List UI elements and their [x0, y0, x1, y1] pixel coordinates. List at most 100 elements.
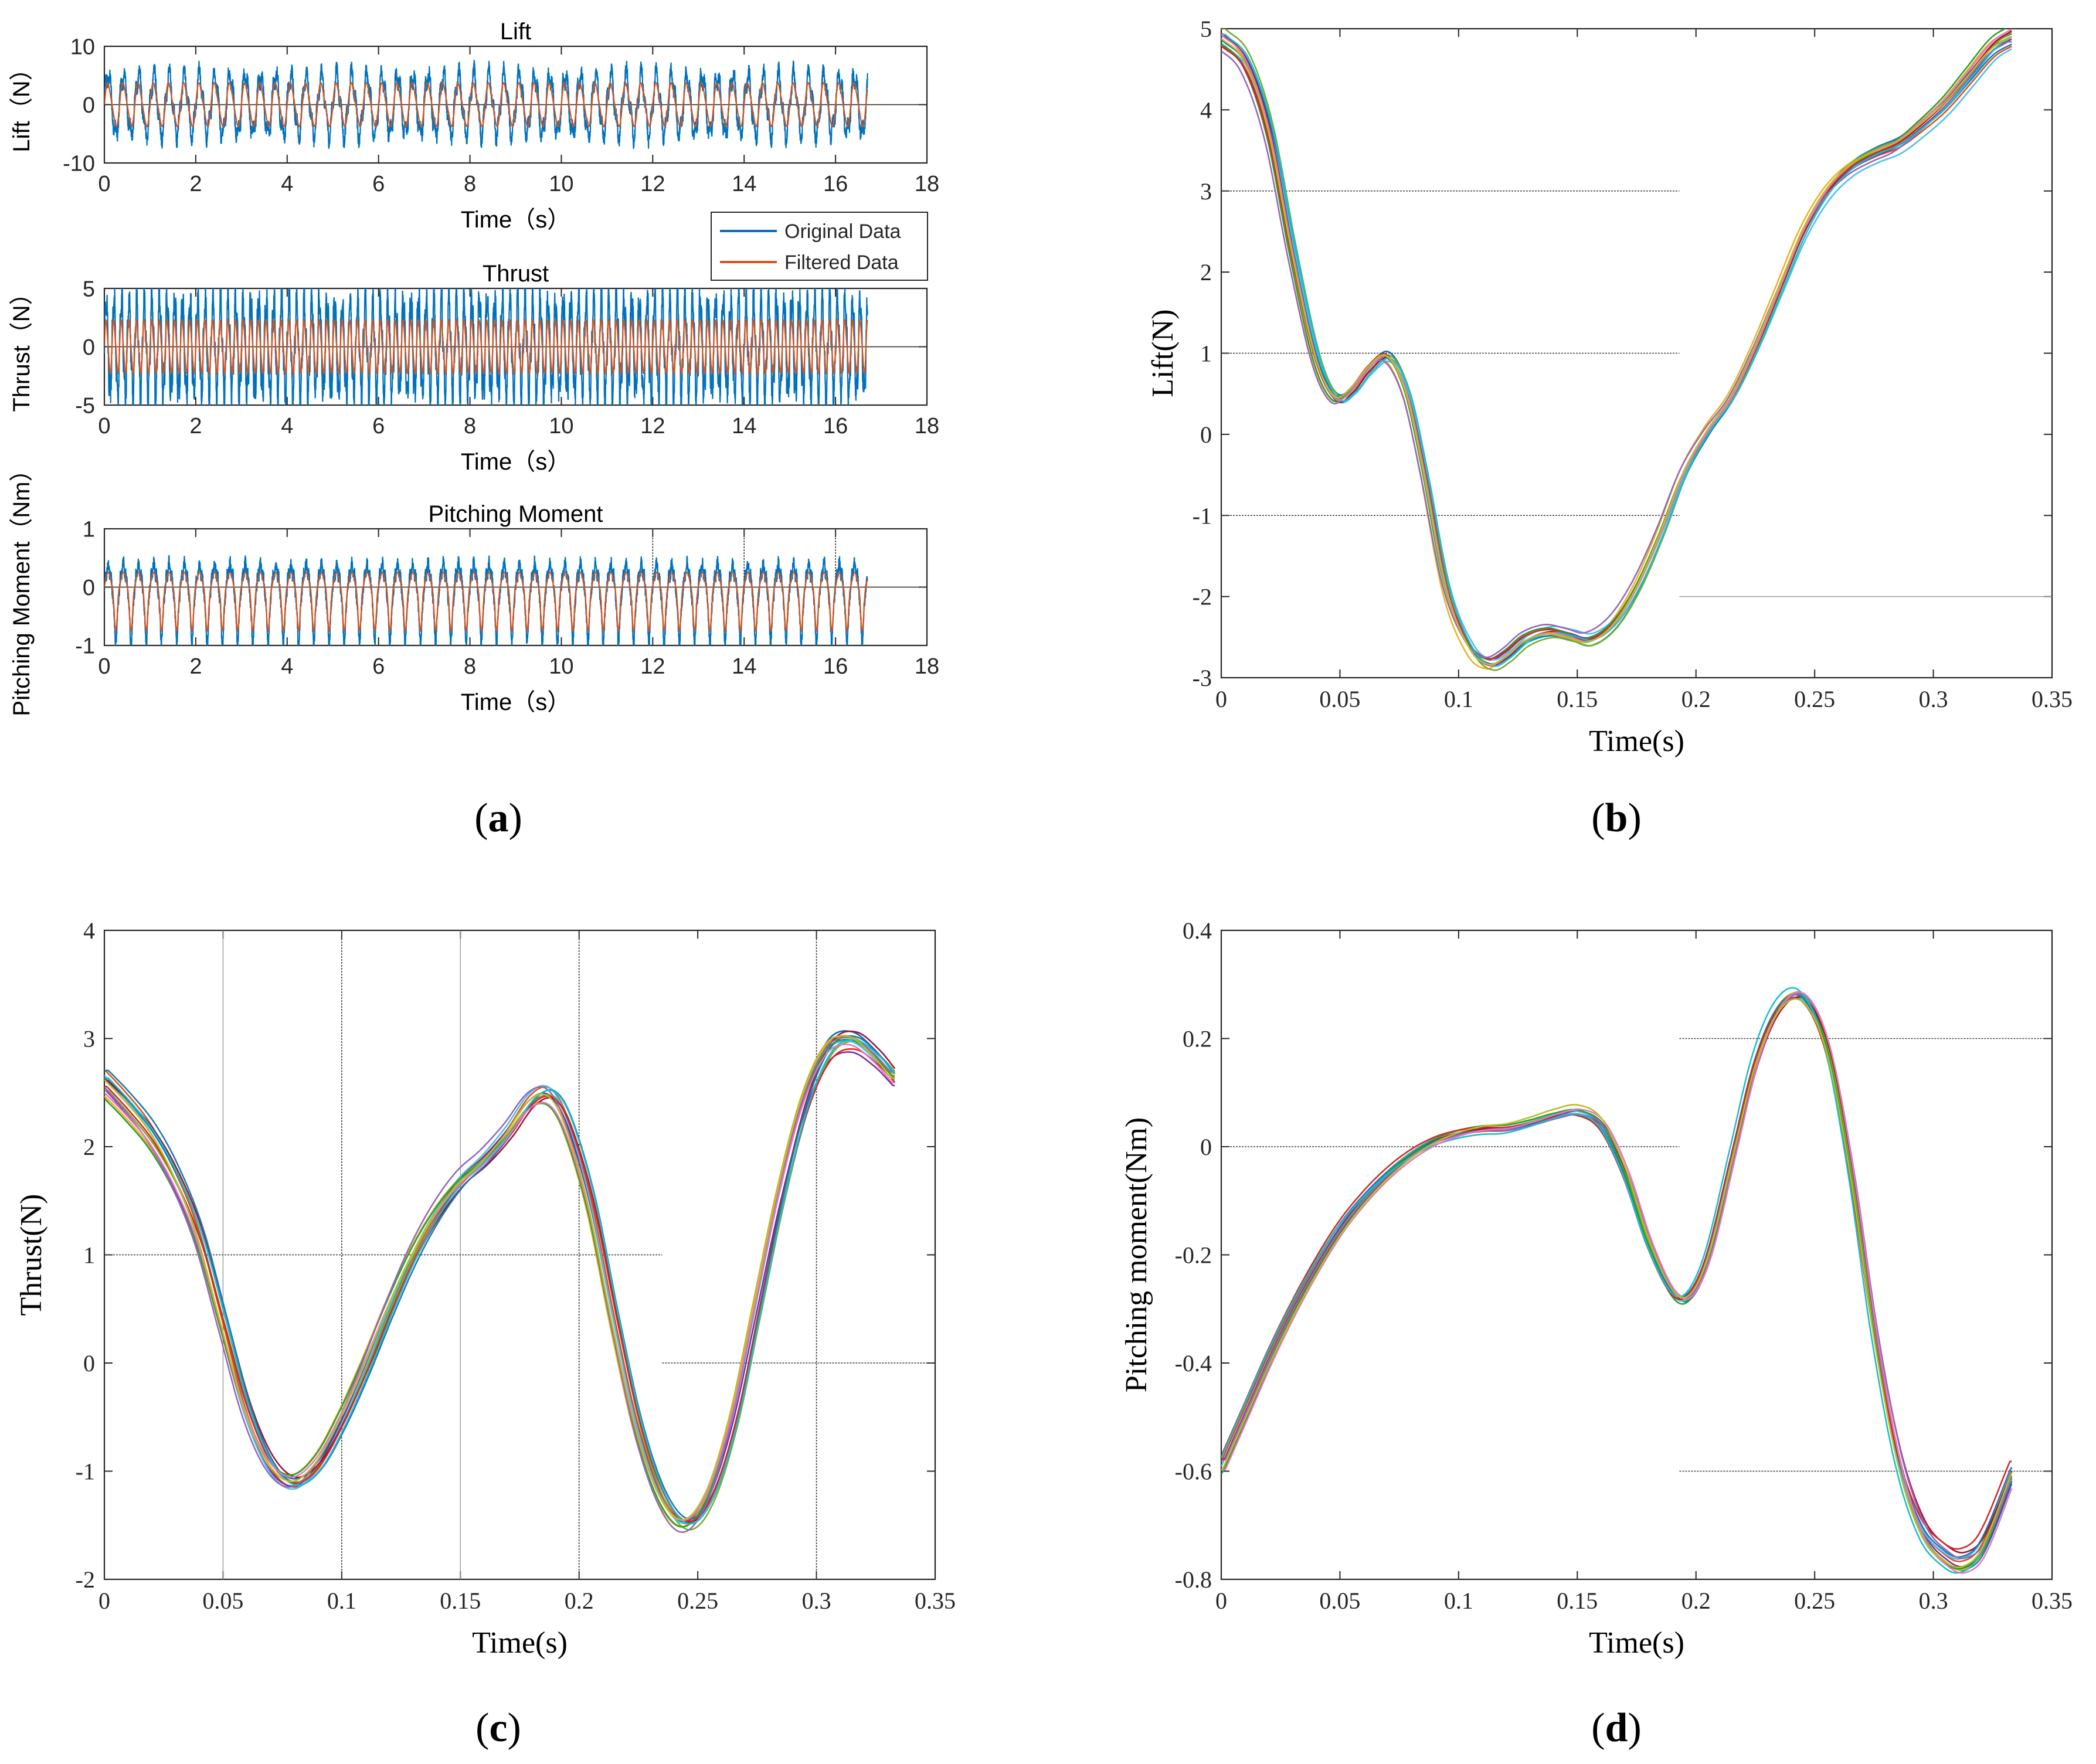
x-tick-label: 16 [823, 172, 848, 196]
x-tick-label: 8 [464, 654, 476, 679]
x-tick-label: 0.3 [1919, 686, 1948, 712]
subplot-title: Pitching Moment [429, 501, 603, 527]
panel-tag-b-open: ( [1591, 796, 1605, 841]
x-tick-label: 2 [189, 654, 202, 679]
x-tick-label: 0.25 [1794, 686, 1835, 712]
y-axis-label: Pitching moment(Nm) [1120, 1117, 1153, 1392]
x-tick-label: 0.05 [1319, 686, 1360, 712]
cycle-series [1221, 992, 2013, 1562]
x-tick-label: 0.15 [440, 1588, 481, 1614]
y-tick-label: 5 [83, 277, 95, 301]
x-tick-label: 6 [372, 414, 385, 439]
x-tick-label: 0 [1215, 686, 1227, 712]
y-tick-label: 2 [1200, 259, 1212, 285]
cycle-series [1221, 39, 2012, 665]
series-filtered [104, 318, 868, 375]
panel-tag-d: (d) [1591, 1705, 1642, 1751]
panel-tag-a: (a) [474, 796, 522, 841]
y-tick-label: -2 [76, 1566, 95, 1593]
cycle-series [1221, 33, 2012, 666]
axis-box [1220, 929, 2053, 1581]
cycle-series [1221, 29, 2007, 660]
x-axis-label: Time(s) [1589, 1626, 1684, 1660]
panel-tag-d-close: ) [1628, 1705, 1641, 1751]
y-axis-label: Thrust(N) [15, 1194, 48, 1316]
y-tick-label: -1 [1193, 502, 1212, 529]
cycle-series [1221, 30, 2012, 667]
cycle-series [1221, 996, 2013, 1560]
x-tick-label: 14 [732, 414, 756, 439]
x-tick-label: 0 [98, 1588, 110, 1614]
x-tick-label: 0.1 [327, 1588, 356, 1614]
panel-tag-b-close: ) [1628, 796, 1641, 841]
y-tick-label: -1 [75, 634, 95, 658]
x-axis-label: Time(s) [472, 1626, 568, 1660]
panel-tag-d-open: ( [1591, 1705, 1605, 1751]
series-filtered [104, 82, 868, 128]
x-tick-label: 12 [640, 414, 665, 439]
x-tick-label: 0.25 [677, 1588, 718, 1614]
y-tick-label: -0.4 [1175, 1350, 1212, 1376]
y-tick-label: 1 [83, 517, 95, 542]
x-tick-label: 0.35 [915, 1588, 956, 1614]
cycle-series [1221, 991, 2013, 1571]
panel-tag-c-close: ) [508, 1705, 521, 1751]
subplot-pitching-moment-cycles: 0 0.05 0.1 0.15 0.2 0.25 0.3 0.35 -0.8 -0.6 -0.4 -0… [1120, 917, 2073, 1660]
y-tick-label: 0 [1200, 1134, 1212, 1160]
cycle-series [1221, 39, 2012, 665]
x-tick-label: 0.2 [1681, 1588, 1711, 1614]
series-original [104, 59, 868, 149]
y-tick-label: 10 [70, 35, 95, 59]
y-tick-label: -0.2 [1175, 1242, 1212, 1269]
x-tick-label: 14 [732, 172, 756, 196]
x-tick-label: 18 [915, 414, 939, 439]
y-tick-label: 1 [1200, 341, 1212, 367]
x-tick-label: 2 [189, 414, 202, 439]
cycle-series [1221, 33, 2012, 667]
subplot-thrust-raw: 0 2 4 6 8 10 12 14 16 18-505ThrustTime（s）Thrust（N… [9, 261, 939, 475]
cycle-series [1221, 993, 2013, 1559]
y-tick-label: 3 [83, 1026, 95, 1052]
subplot-thrust-cycles: 0 0.05 0.1 0.15 0.2 0.25 0.3 0.35 -2 -1 0 1 2 3 4 Time(… [15, 917, 956, 1660]
x-tick-label: 0.3 [1919, 1588, 1948, 1614]
y-tick-label: 0.2 [1183, 1026, 1212, 1052]
x-tick-label: 10 [549, 654, 573, 679]
x-tick-label: 0.1 [1444, 1588, 1473, 1614]
x-tick-label: 8 [464, 414, 476, 439]
x-tick-label: 12 [640, 172, 665, 196]
panel-tag-c-letter: c [489, 1705, 507, 1751]
x-tick-label: 14 [732, 654, 756, 679]
x-tick-label: 12 [640, 654, 665, 679]
subplot-title: Lift [500, 19, 531, 45]
cycle-series [1221, 994, 2013, 1558]
cycle-series [1221, 36, 2012, 660]
x-axis-label: Time(s) [1589, 725, 1684, 758]
x-tick-label: 0.25 [1794, 1588, 1835, 1614]
x-tick-label: 0 [1215, 1588, 1227, 1614]
y-tick-label: -3 [1193, 665, 1212, 691]
x-tick-label: 6 [372, 172, 385, 196]
subplot-title: Thrust [483, 261, 549, 287]
x-tick-label: 18 [915, 172, 939, 196]
cycle-series [1221, 41, 2012, 658]
cycle-series [1221, 992, 2013, 1568]
cycle-series [1221, 998, 2013, 1568]
x-tick-label: 16 [823, 654, 848, 679]
x-tick-label: 0.05 [1319, 1588, 1360, 1614]
y-tick-label: 0.4 [1183, 917, 1212, 944]
cycle-series [1221, 993, 2013, 1570]
y-tick-label: 0 [83, 93, 95, 118]
cycle-series [1221, 991, 2013, 1571]
y-tick-label: 2 [83, 1134, 95, 1160]
legend-box [711, 212, 928, 281]
y-tick-label: 0 [83, 576, 95, 600]
cycle-series [104, 1039, 896, 1525]
x-tick-label: 16 [823, 414, 848, 439]
panel-tag-a-close: ) [509, 796, 522, 841]
legend: Original Data Filtered Data [711, 212, 928, 281]
panel-tag-b-letter: b [1605, 796, 1628, 841]
y-tick-label: 0 [83, 1350, 95, 1376]
x-tick-label: 0.2 [1681, 686, 1711, 712]
